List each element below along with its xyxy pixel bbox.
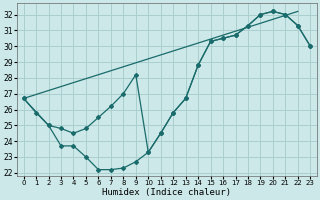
X-axis label: Humidex (Indice chaleur): Humidex (Indice chaleur) xyxy=(102,188,231,197)
